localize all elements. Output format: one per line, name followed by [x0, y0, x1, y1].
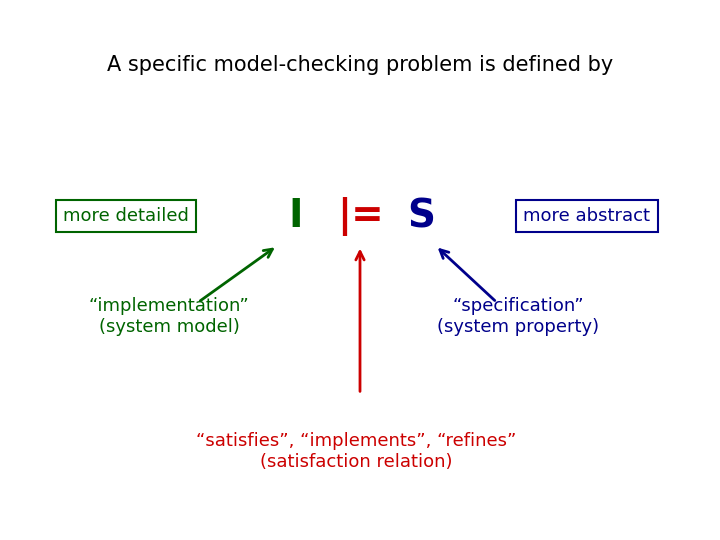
Text: A specific model-checking problem is defined by: A specific model-checking problem is def…	[107, 55, 613, 75]
Text: more detailed: more detailed	[63, 207, 189, 225]
Text: |=: |=	[337, 197, 383, 235]
Text: “satisfies”, “implements”, “refines”
(satisfaction relation): “satisfies”, “implements”, “refines” (sa…	[197, 432, 516, 471]
Text: “specification”
(system property): “specification” (system property)	[437, 297, 600, 336]
Text: I: I	[288, 197, 302, 235]
Text: S: S	[408, 197, 435, 235]
Text: “implementation”
(system model): “implementation” (system model)	[89, 297, 250, 336]
Text: more abstract: more abstract	[523, 207, 650, 225]
